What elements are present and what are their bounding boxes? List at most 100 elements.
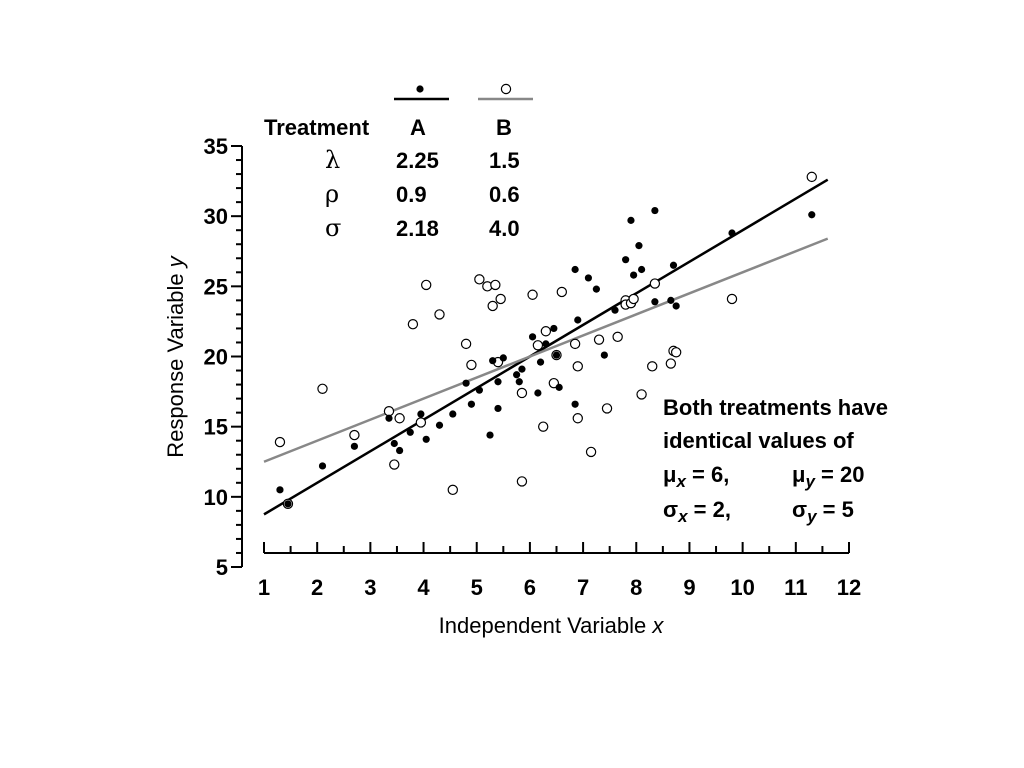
point-series-a	[555, 383, 563, 391]
annotation-mu-y: μy = 20	[792, 462, 864, 491]
point-series-b	[670, 347, 682, 358]
y-tick-label: 35	[204, 134, 228, 159]
legend-sigma-a: 2.18	[396, 216, 439, 241]
legend-lambda-b: 1.5	[489, 148, 520, 173]
point-series-a	[406, 428, 414, 436]
point-series-b	[466, 359, 477, 371]
point-series-a	[808, 211, 816, 219]
point-series-b	[349, 429, 360, 441]
annotation-note: Both treatments have identical values of…	[663, 395, 888, 526]
point-series-a	[667, 296, 675, 304]
x-tick-label: 2	[311, 575, 323, 600]
legend-sigma-b: 4.0	[489, 216, 520, 241]
point-series-a	[622, 256, 630, 264]
point-series-a	[630, 271, 638, 279]
x-tick-label: 3	[364, 575, 376, 600]
point-series-a	[584, 274, 593, 282]
point-series-b	[649, 278, 661, 289]
point-series-a	[536, 358, 545, 366]
point-series-a	[318, 462, 327, 470]
x-tick-label: 9	[683, 575, 695, 600]
x-axis-title: Independent Variable x	[439, 613, 665, 638]
annotation-sigma-y: σy = 5	[792, 497, 854, 526]
point-series-a	[385, 414, 393, 422]
point-series-a	[515, 378, 523, 386]
legend-symbol-lambda: λ	[325, 146, 340, 174]
x-ticks: 1 2 3 4 5 6 7 8 9 10 11 12	[258, 542, 861, 600]
point-series-b	[447, 484, 458, 496]
point-series-a	[637, 265, 646, 274]
y-tick-label: 10	[204, 485, 228, 510]
point-series-a	[513, 371, 521, 379]
point-series-b	[726, 293, 738, 305]
point-series-a	[417, 410, 425, 418]
regression-line-b	[263, 237, 829, 463]
point-series-a	[528, 333, 537, 341]
point-series-a	[499, 354, 507, 362]
y-tick-label: 30	[204, 204, 228, 229]
legend-symbol-sigma: σ	[325, 214, 341, 242]
point-series-a	[494, 404, 502, 413]
point-series-a	[518, 365, 526, 373]
point-series-a	[422, 435, 430, 443]
y-ticks: 5 10 15 20 25 30 35	[204, 134, 242, 580]
point-series-b	[665, 358, 677, 369]
point-series-a	[571, 400, 579, 408]
point-series-a	[571, 265, 579, 274]
x-tick-label: 6	[524, 575, 536, 600]
point-series-b	[274, 436, 286, 448]
legend-column-a: A	[410, 115, 426, 140]
point-series-b	[532, 340, 544, 351]
legend-rho-a: 0.9	[396, 182, 427, 207]
point-series-b	[415, 417, 427, 428]
point-series-b	[383, 406, 395, 417]
annotation-line-1: Both treatments have	[663, 395, 888, 420]
x-tick-label: 10	[730, 575, 754, 600]
point-series-a	[672, 302, 680, 310]
point-series-a	[651, 206, 659, 215]
x-tick-label: 4	[417, 575, 430, 600]
legend-symbol-rho: ρ	[325, 180, 339, 208]
point-series-a	[552, 351, 561, 359]
legend-lambda-a: 2.25	[396, 148, 439, 173]
annotation-mu-x: μx = 6,	[663, 462, 729, 491]
point-series-b	[487, 300, 498, 312]
point-series-b	[407, 319, 419, 330]
annotation-sigma-x: σx = 2,	[663, 497, 731, 526]
x-tick-label: 12	[837, 575, 861, 600]
point-series-a	[669, 261, 678, 269]
point-series-a	[486, 431, 494, 439]
point-series-a	[611, 306, 619, 314]
point-series-b	[647, 361, 658, 372]
y-tick-label: 25	[204, 274, 228, 299]
x-tick-label: 8	[630, 575, 642, 600]
point-series-b	[628, 293, 639, 305]
point-series-b	[516, 387, 528, 399]
x-tick-label: 11	[784, 575, 807, 600]
x-tick-label: 7	[577, 575, 589, 600]
point-series-a	[651, 298, 659, 306]
y-tick-label: 20	[204, 345, 228, 370]
point-series-b	[495, 293, 506, 305]
point-series-a	[542, 340, 550, 348]
point-series-b	[572, 361, 583, 372]
point-series-b	[569, 338, 581, 350]
point-series-a	[574, 316, 582, 324]
legend-column-b: B	[496, 115, 512, 140]
point-series-a	[534, 389, 542, 397]
point-series-a	[728, 229, 736, 237]
point-series-b	[612, 331, 623, 343]
legend-rho-b: 0.6	[489, 182, 520, 207]
point-series-a	[635, 242, 643, 250]
point-series-a	[550, 324, 558, 333]
y-tick-label: 15	[204, 415, 228, 440]
point-series-a	[467, 400, 476, 408]
legend-header-label: Treatment	[264, 115, 370, 140]
point-series-b	[394, 413, 405, 424]
y-tick-label: 5	[216, 555, 228, 580]
point-series-a	[475, 386, 483, 394]
point-series-b	[585, 446, 597, 458]
y-axis-title: Response Variable y	[163, 254, 188, 457]
